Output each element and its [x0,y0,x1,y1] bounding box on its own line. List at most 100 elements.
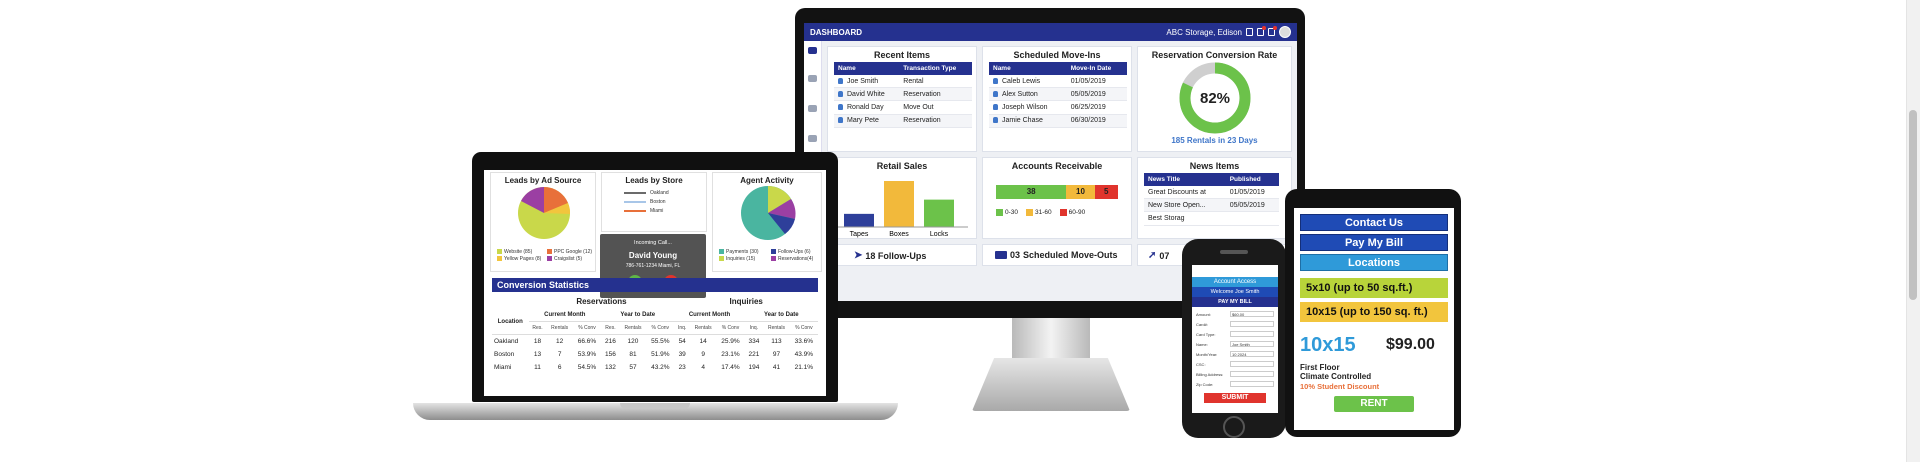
field-label: Card#: [1196,321,1209,327]
sub-header: Rentals [546,321,573,335]
bell-icon[interactable] [1257,26,1266,36]
cell-name: Jamie Chase [989,114,1067,128]
col-location: Location [492,309,529,335]
cell-value: 54.5% [577,364,597,371]
sub-header: Rentals [619,321,647,335]
unit-option[interactable]: 5x10 (up to 50 sq.ft.) [1300,278,1448,298]
table-row[interactable]: Alex Sutton 05/05/2019 [989,87,1127,102]
leads-ad-source-legend: Website (85) PPC Google (12)Yellow Pages … [497,249,597,263]
person-icon [993,90,998,97]
home-icon[interactable] [808,47,817,54]
cell-value: 4 [701,364,705,371]
monitor-stand-neck [1012,318,1090,363]
table-row[interactable]: Jamie Chase 06/30/2019 [989,114,1127,128]
table-row[interactable]: New Store Open... 05/05/2019 [1144,198,1279,213]
col-transaction-type: Transaction Type [899,62,972,75]
scheduled-moveins-card: Scheduled Move-Ins Name Move-In Date Cale… [982,46,1132,152]
cell-value: 53.9% [577,351,597,358]
conversion-stats-table: Reservations Inquiries Location Current M… [492,294,818,374]
table-row[interactable]: Best Storag [1144,211,1279,226]
legend-swatch [547,256,552,262]
cell-name: Joe Smith [834,75,900,89]
users-icon[interactable] [808,75,817,82]
legend-item: Reservations(4) [771,256,823,263]
table-row[interactable]: Ronald Day Move Out [834,100,972,115]
person-icon [838,90,843,97]
receivable-segment: 38 [996,185,1067,199]
feature-climate-controlled: Climate Controlled [1300,372,1372,381]
legend-item: Craigslist (5) [547,256,597,263]
table-row[interactable]: David White Reservation [834,87,972,102]
follow-ups-card[interactable]: ➤ 18 Follow-Ups [827,244,977,266]
legend-item: Payments (30) [719,249,771,256]
conversion-stats-title: Conversion Statistics [492,278,818,292]
table-row[interactable]: Joseph Wilson 06/25/2019 [989,100,1127,115]
scrollbar-thumb[interactable] [1909,110,1917,300]
cell-value: 06/30/2019 [1066,114,1127,128]
field-input[interactable]: 10 2024 [1230,351,1274,357]
avatar[interactable] [1279,26,1291,38]
field-input[interactable] [1230,381,1274,387]
legend-item: Inquiries (15) [719,256,771,263]
moveouts-card[interactable]: 03 Scheduled Move-Outs [982,244,1132,266]
contact-us-button[interactable]: Contact Us [1300,214,1448,231]
rent-button[interactable]: RENT [1334,396,1414,412]
table-row[interactable]: Great Discounts at 01/05/2019 [1144,186,1279,200]
table-row[interactable]: Mary Pete Reservation [834,114,972,128]
accounts-receivable-card: Accounts Receivable 38 10 5 0-30 31-60 60-90 [982,157,1132,239]
legend-swatch [996,209,1003,216]
field-input[interactable]: $60.00 [1230,311,1274,317]
cell-value: Reservation [899,87,972,102]
call-title: Incoming Call... [634,240,672,246]
moveouts-label: Scheduled Move-Outs [1023,250,1118,260]
unit-option[interactable]: 10x15 (up to 150 sq. ft.) [1300,302,1448,322]
pay-my-bill-button[interactable]: Pay My Bill [1300,234,1448,251]
dashboard-title: DASHBOARD [810,27,862,37]
cell-value: 11 [534,364,541,371]
cell-value: 97 [772,351,781,358]
phone-home-button[interactable] [1223,416,1245,438]
cell-value: 23 [678,364,686,371]
phone-speaker [1220,250,1248,254]
user-icon[interactable] [808,105,817,112]
leads-store-panel: Leads by Store Oakland Boston Miami [601,172,707,232]
cell-name: Mary Pete [834,114,900,128]
field-input[interactable] [1230,361,1274,367]
col-name: Name [834,62,900,75]
cell-name: Caleb Lewis [989,75,1067,89]
period-year-to-date: Year to Date [601,309,675,322]
receivable-legend: 0-30 31-60 60-90 [996,209,1131,216]
cart-icon[interactable] [808,135,817,142]
field-input[interactable] [1230,371,1274,377]
news-items-title: News Items [1189,161,1240,171]
clipboard-icon[interactable] [1246,28,1253,36]
page-scrollbar[interactable] [1906,0,1920,462]
cell-value: Rental [899,75,972,89]
legend-swatch [719,256,724,262]
cell-value: 216 [605,338,616,345]
store-name: ABC Storage, Edison [1166,27,1242,37]
field-input[interactable] [1230,331,1274,337]
cell-value: 57 [629,364,637,371]
locations-button[interactable]: Locations [1300,254,1448,271]
cell-location: Miami [494,364,512,371]
submit-button[interactable]: SUBMIT [1204,393,1266,403]
legend-item: Website (85) [497,249,547,256]
message-icon[interactable] [1268,26,1277,36]
cell-value: 18 [533,338,542,345]
table-row[interactable]: Joe Smith Rental [834,75,972,89]
legend-item: PPC Google (12) [547,249,597,256]
agent-activity-panel: Agent Activity Payments (30) Follow-Ups (… [712,172,822,272]
cell-value: 23.1% [721,351,740,358]
field-input[interactable] [1230,321,1274,327]
field-input[interactable]: Joe Smith [1230,341,1274,347]
field-label: Month/Year: [1196,351,1218,357]
cell-value: 12 [556,338,564,345]
pay-bill-section: PAY MY BILL [1192,297,1278,307]
leads-ad-source-panel: Leads by Ad Source Website (85) PPC Googl… [490,172,596,272]
table-row[interactable]: Caleb Lewis 01/05/2019 [989,75,1127,89]
cell-value: 01/05/2019 [1066,75,1127,89]
agent-activity-legend: Payments (30) Follow-Ups (6)Inquiries (15… [719,249,823,263]
cell-location: Boston [494,351,515,358]
retail-bar-boxes [884,181,914,227]
